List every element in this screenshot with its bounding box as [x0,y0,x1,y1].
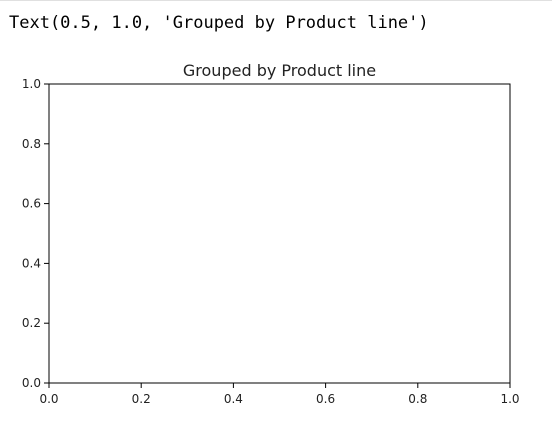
y-tick-label: 0.4 [22,256,41,270]
chart-title: Grouped by Product line [183,61,376,80]
y-tick-label: 0.6 [22,197,41,211]
y-axis: 0.0 0.2 0.4 0.6 0.8 1.0 [22,77,49,390]
x-tick-label: 0.2 [132,392,151,406]
cell-top-border [0,0,552,1]
x-tick-label: 0.8 [408,392,427,406]
cell-output-text: Text(0.5, 1.0, 'Grouped by Product line'… [9,13,429,33]
y-tick-label: 0.2 [22,316,41,330]
y-tick-label: 0.8 [22,137,41,151]
x-tick-label: 0.4 [224,392,243,406]
x-tick-label: 0.6 [316,392,335,406]
axes-frame [48,83,511,384]
x-tick-label: 0.0 [39,392,58,406]
x-axis: 0.0 0.2 0.4 0.6 0.8 1.0 [39,383,520,406]
x-tick-label: 1.0 [500,392,519,406]
y-tick-label: 1.0 [22,77,41,91]
y-tick-label: 0.0 [22,376,41,390]
